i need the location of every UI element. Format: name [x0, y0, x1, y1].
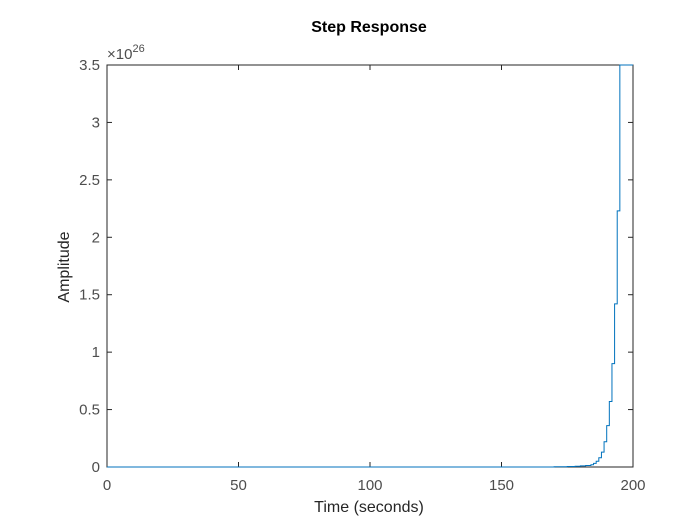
y-tick-label: 1 — [92, 344, 100, 361]
y-tick-label: 0.5 — [79, 402, 100, 419]
y-axis-title: Amplitude — [56, 231, 73, 302]
x-axis-title: Time (seconds) — [314, 499, 424, 516]
x-tick-label: 50 — [230, 477, 247, 494]
x-tick-label: 100 — [357, 477, 382, 494]
x-tick-label: 0 — [103, 477, 111, 494]
ticks-layer: 0 50 100 150 200 0 0.5 1 1.5 2 2.5 3 3.5 — [79, 57, 645, 494]
y-axis-exponent: ×1026 — [107, 43, 145, 63]
y-tick-label: 2 — [92, 229, 100, 246]
y-tick-label: 0 — [92, 459, 100, 476]
plot-area — [106, 64, 634, 468]
x-tick-label: 200 — [620, 477, 645, 494]
chart-title: Step Response — [311, 19, 427, 36]
x-tick-label: 150 — [489, 477, 514, 494]
y-axis-exponent-power: 26 — [132, 43, 144, 55]
y-tick-label: 3.5 — [79, 57, 100, 74]
y-tick-label: 1.5 — [79, 287, 100, 304]
y-axis-exponent-base: ×10 — [107, 46, 132, 63]
axes-box — [106, 64, 634, 468]
y-tick-label: 3 — [92, 114, 100, 131]
y-tick-label: 2.5 — [79, 172, 100, 189]
step-response-line — [107, 64, 633, 468]
